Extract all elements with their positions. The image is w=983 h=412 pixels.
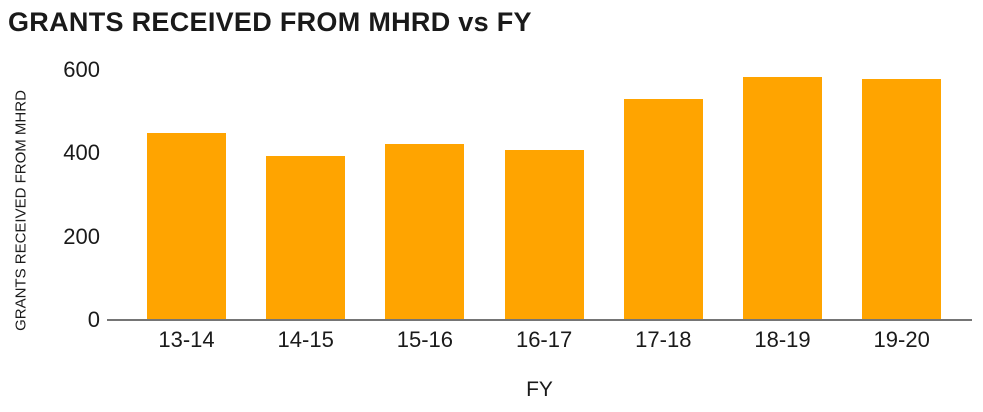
chart-title: GRANTS RECEIVED FROM MHRD vs FY bbox=[8, 7, 532, 37]
y-tick-label: 0 bbox=[87, 307, 100, 332]
x-tick-label: 15-16 bbox=[396, 327, 454, 352]
bar-16-17 bbox=[504, 150, 584, 320]
x-tick-label: 13-14 bbox=[158, 327, 215, 352]
x-tick-label: 19-20 bbox=[873, 327, 930, 352]
x-tick-label: 17-18 bbox=[635, 327, 692, 352]
y-axis-title: GRANTS RECEIVED FROM MHRD bbox=[12, 90, 30, 331]
y-tick-label: 400 bbox=[63, 140, 100, 166]
bar-17-18 bbox=[623, 99, 703, 320]
bar-15-16 bbox=[385, 144, 465, 320]
x-axis-title: FY bbox=[526, 378, 553, 401]
y-tick-label: 200 bbox=[63, 223, 100, 249]
x-tick-label: 14-15 bbox=[277, 327, 334, 352]
x-tick-label: 18-19 bbox=[754, 327, 811, 352]
bar-13-14 bbox=[147, 132, 226, 320]
x-tick-label: 16-17 bbox=[515, 327, 573, 352]
bar-14-15 bbox=[266, 155, 346, 320]
y-tick-label: 600 bbox=[63, 57, 100, 82]
bar-18-19 bbox=[743, 77, 822, 320]
bar-19-20 bbox=[862, 79, 942, 320]
x-axis-line bbox=[107, 319, 972, 321]
